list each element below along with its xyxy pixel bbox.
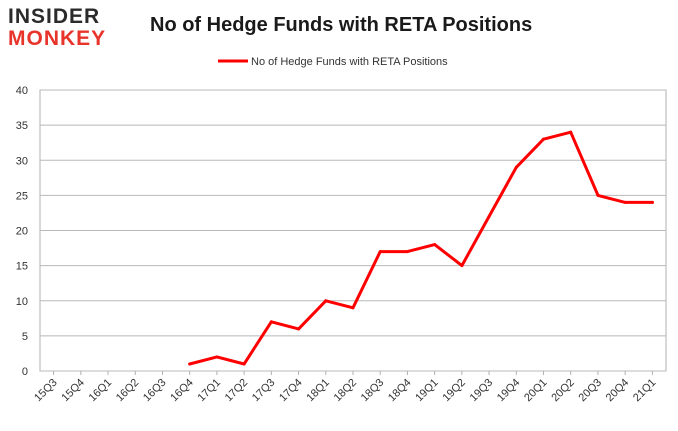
y-tick-label: 0 — [22, 366, 28, 378]
logo-text-top: INSIDER — [8, 5, 101, 28]
data-point — [433, 243, 437, 247]
x-tick-label: 18Q3 — [359, 377, 387, 405]
data-point — [542, 137, 546, 141]
x-tick-label: 16Q1 — [87, 377, 115, 405]
data-point — [297, 327, 301, 331]
data-point — [487, 214, 491, 218]
x-tick-label: 20Q1 — [522, 377, 550, 405]
x-tick-label: 17Q4 — [277, 377, 305, 405]
data-point — [460, 264, 464, 268]
data-point — [269, 320, 273, 324]
x-tick-label: 18Q1 — [304, 377, 332, 405]
y-tick-label: 15 — [16, 261, 28, 273]
legend-label: No of Hedge Funds with RETA Positions — [251, 56, 448, 68]
grid-layer — [39, 89, 667, 372]
y-tick-label: 30 — [16, 155, 28, 167]
data-point — [596, 193, 600, 197]
data-point — [650, 200, 654, 204]
x-tick-label: 20Q3 — [577, 377, 605, 405]
x-tick-label: 18Q4 — [386, 377, 414, 405]
data-point — [623, 200, 627, 204]
x-tick-label: 20Q4 — [604, 377, 632, 405]
data-point — [569, 130, 573, 134]
x-tick-label: 17Q3 — [250, 377, 278, 405]
x-tick-label: 15Q4 — [59, 377, 87, 405]
data-point — [242, 362, 246, 366]
data-point — [188, 362, 192, 366]
series-line — [188, 130, 654, 366]
x-tick-label: 17Q1 — [196, 377, 224, 405]
x-tick-label: 19Q4 — [495, 377, 523, 405]
data-point — [324, 299, 328, 303]
data-point — [378, 250, 382, 254]
x-tick-label: 15Q3 — [32, 377, 60, 405]
y-tick-label: 10 — [16, 296, 28, 308]
data-point — [351, 306, 355, 310]
x-tick-label: 16Q3 — [141, 377, 169, 405]
y-tick-label: 40 — [16, 85, 28, 97]
x-tick-label: 17Q2 — [223, 377, 251, 405]
chart-title: No of Hedge Funds with RETA Positions — [150, 14, 533, 36]
x-tick-label: 19Q2 — [440, 377, 468, 405]
legend: No of Hedge Funds with RETA Positions — [218, 56, 448, 68]
x-tick-label: 19Q1 — [413, 377, 441, 405]
x-tick-label: 18Q2 — [332, 377, 360, 405]
x-tick-label: 19Q3 — [468, 377, 496, 405]
x-tick-label: 16Q4 — [168, 377, 196, 405]
y-tick-label: 20 — [16, 226, 28, 238]
data-point — [215, 355, 219, 359]
x-tick-label: 16Q2 — [114, 377, 142, 405]
x-tick-label: 21Q1 — [631, 377, 659, 405]
y-tick-label: 35 — [16, 120, 28, 132]
x-tick-label: 20Q2 — [549, 377, 577, 405]
series-layer — [188, 130, 654, 366]
logo-text-bottom: MONKEY — [8, 27, 107, 50]
insider-monkey-logo: INSIDER MONKEY — [8, 6, 128, 54]
data-point — [514, 165, 518, 169]
y-tick-label: 5 — [22, 331, 28, 343]
y-tick-label: 25 — [16, 190, 28, 202]
data-point — [405, 250, 409, 254]
